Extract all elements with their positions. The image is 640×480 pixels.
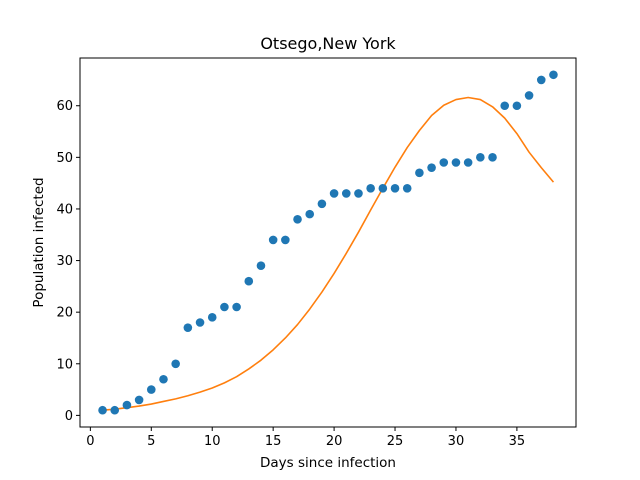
data-point	[281, 235, 290, 245]
data-point	[500, 101, 510, 111]
data-point	[463, 158, 473, 167]
data-point	[195, 318, 205, 327]
data-point	[427, 163, 436, 172]
data-point	[122, 400, 132, 410]
fit-curve-line	[102, 96, 555, 412]
data-point	[256, 261, 266, 271]
y-tick-label: 0	[65, 409, 73, 424]
data-point	[341, 189, 351, 198]
data-point	[159, 374, 168, 384]
y-axis-ticks: 0 10 20 30 40 50 60	[56, 99, 80, 424]
x-tick-label: 0	[86, 434, 94, 449]
data-point	[317, 199, 327, 209]
data-point	[354, 189, 363, 198]
data-point	[244, 276, 254, 286]
x-tick-label: 30	[448, 434, 465, 449]
data-point	[146, 385, 156, 394]
data-point	[439, 158, 449, 167]
y-tick-label: 10	[56, 357, 73, 372]
data-point	[536, 75, 546, 85]
data-point	[451, 158, 461, 167]
data-point	[329, 189, 339, 198]
y-tick-label: 60	[56, 99, 73, 114]
data-point	[415, 168, 424, 178]
x-tick-label: 20	[326, 434, 343, 449]
y-tick-label: 20	[56, 306, 73, 321]
y-tick-label: 30	[56, 254, 73, 269]
y-tick-label: 40	[56, 202, 73, 217]
data-point	[549, 70, 558, 80]
data-point	[402, 184, 412, 193]
data-point	[293, 214, 302, 224]
data-point	[98, 405, 107, 415]
x-tick-label: 10	[204, 434, 221, 449]
y-axis-label: Population infected	[31, 177, 47, 307]
data-point	[476, 153, 485, 162]
y-tick-label: 50	[56, 151, 73, 166]
data-point	[305, 209, 315, 219]
data-point	[171, 359, 180, 369]
data-point	[512, 101, 522, 111]
data-point	[488, 153, 497, 162]
data-point	[207, 313, 217, 322]
plot-marks	[98, 70, 558, 415]
data-point	[390, 184, 400, 193]
x-tick-label: 25	[387, 434, 404, 449]
data-point	[268, 235, 278, 245]
data-point	[366, 184, 375, 193]
x-axis-ticks: 0 5 10 15 20 25 30 35	[86, 427, 525, 449]
x-tick-label: 15	[265, 434, 282, 449]
axes-frame	[79, 57, 577, 428]
data-point	[524, 91, 534, 100]
data-point	[110, 405, 120, 415]
data-point	[232, 302, 241, 312]
chart-title: Otsego,New York	[260, 34, 396, 53]
data-point	[378, 184, 388, 193]
x-tick-label: 35	[509, 434, 526, 449]
data-point	[183, 323, 193, 332]
x-axis-label: Days since infection	[260, 455, 396, 471]
data-point	[134, 395, 144, 405]
x-tick-label: 5	[147, 434, 155, 449]
data-point	[220, 302, 229, 312]
